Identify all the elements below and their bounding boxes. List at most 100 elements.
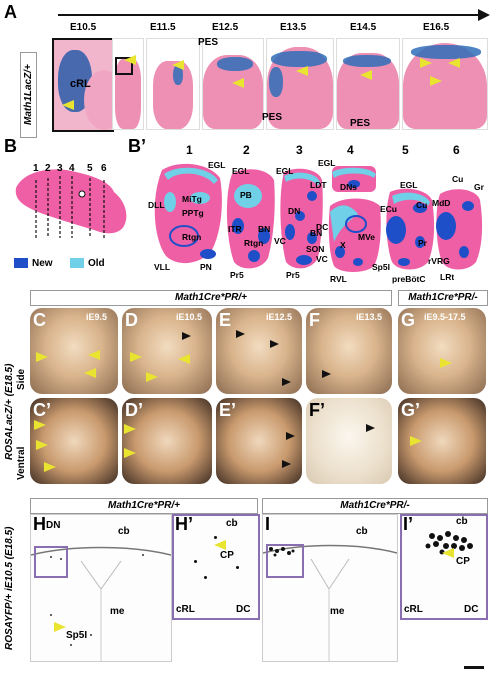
- genotype-header: Math1Cre*PR/+: [30, 498, 258, 514]
- yellow-arrow: [54, 622, 66, 632]
- view-ventral-label: Ventral: [16, 446, 27, 480]
- cp-label: CP: [456, 556, 470, 567]
- crl-label: cRL: [70, 78, 91, 90]
- black-arrow: [282, 460, 291, 468]
- nucleus-label: DNs: [340, 182, 358, 192]
- age-label: E12.5: [212, 22, 239, 33]
- nucleus-label: SON: [306, 244, 325, 254]
- panel-label-a: A: [4, 2, 17, 22]
- panel-label-e-prime: E’: [219, 400, 237, 420]
- yellow-arrow: [36, 440, 48, 450]
- nucleus-label: Pr5: [286, 270, 300, 280]
- dc-label: DC: [236, 604, 251, 615]
- section-5-schematic: [384, 186, 436, 277]
- yellow-arrow: [36, 352, 48, 362]
- black-arrow: [236, 330, 245, 338]
- black-arrow: [286, 432, 295, 440]
- histology-e13-5: [266, 38, 334, 130]
- age-label: iE13.5: [356, 312, 383, 322]
- section-2-schematic: [224, 166, 276, 279]
- nucleus-label: Pr5: [230, 270, 244, 280]
- pes-label: PES: [198, 37, 219, 48]
- nucleus-label: MiTg: [182, 194, 202, 204]
- nucleus-label: Sp5I: [372, 262, 390, 272]
- nucleus-label: ECu: [380, 204, 397, 214]
- section-number: 5: [87, 163, 93, 174]
- yellow-arrow: [214, 540, 226, 550]
- yellow-arrow: [232, 78, 244, 88]
- wholemount-c: [30, 308, 118, 394]
- yellow-arrow: [84, 368, 96, 378]
- sp5i-label: Sp5I: [66, 630, 88, 641]
- section-number: 1: [186, 143, 193, 157]
- age-label: E13.5: [280, 22, 307, 33]
- crl-label: cRL: [404, 604, 423, 615]
- yellow-arrow: [442, 548, 454, 558]
- section-h-prime: [172, 514, 260, 620]
- panel-label-i-prime: I’: [403, 514, 414, 534]
- yellow-arrow: [430, 76, 442, 86]
- black-arrow: [182, 332, 191, 340]
- histology-e10-5: [112, 38, 144, 130]
- yellow-arrow: [410, 436, 422, 446]
- nucleus-label: Gr: [474, 182, 484, 192]
- nucleus-label: DC: [316, 222, 329, 232]
- dn-label: DN: [46, 520, 61, 531]
- histology-e12-5: [202, 38, 264, 130]
- age-label: iE9.5-17.5: [424, 312, 466, 322]
- nucleus-label: Cu: [416, 200, 428, 210]
- black-arrow: [270, 340, 279, 348]
- nucleus-label: MdD: [432, 198, 451, 208]
- inset-box-h: [34, 546, 68, 578]
- panel-label-f-prime: F’: [309, 400, 325, 420]
- legend-new-swatch: [14, 258, 28, 268]
- me-label: me: [110, 606, 125, 617]
- panel-label-b-prime: B’: [128, 136, 146, 156]
- row-h-reporter-label: ROSAYFP/+ iE10.5 (E18.5): [4, 526, 15, 650]
- nucleus-label: X: [340, 240, 346, 250]
- age-label: E16.5: [423, 22, 450, 33]
- section-number: 1: [33, 163, 39, 174]
- panel-label-e: E: [219, 310, 232, 330]
- brainstem-schematic: [14, 160, 132, 238]
- legend-new-label: New: [32, 258, 53, 269]
- nucleus-label: VLL: [154, 262, 171, 272]
- wholemount-f: [306, 308, 392, 394]
- nucleus-label: ITR: [228, 224, 242, 234]
- age-label: iE12.5: [266, 312, 293, 322]
- cb-label: cb: [118, 526, 130, 537]
- yellow-arrow: [124, 55, 136, 65]
- yellow-arrow: [130, 352, 142, 362]
- wholemount-f-prime: [306, 398, 392, 484]
- pes-label: PES: [262, 112, 283, 123]
- nucleus-label: VC: [316, 254, 328, 264]
- panel-label-h-prime: H’: [175, 514, 193, 534]
- section-number: 3: [57, 163, 63, 174]
- yellow-arrow: [34, 420, 46, 430]
- section-3-schematic: [278, 166, 324, 279]
- nucleus-label: PPTg: [182, 208, 204, 218]
- nucleus-label: PN: [200, 262, 212, 272]
- section-4-schematic: [328, 162, 382, 279]
- panel-label-d-prime: D’: [125, 400, 143, 420]
- yellow-arrow: [420, 58, 432, 68]
- nucleus-label: DN: [288, 206, 301, 216]
- view-side-label: Side: [16, 368, 27, 390]
- yellow-arrow: [124, 424, 136, 434]
- legend-old-swatch: [70, 258, 84, 268]
- section-number: 5: [402, 143, 409, 157]
- black-arrow: [366, 424, 375, 432]
- genotype-header: Math1Cre*PR/+: [30, 290, 392, 306]
- nucleus-label: VC: [274, 236, 286, 246]
- nucleus-label: Pr: [418, 238, 427, 248]
- yellow-arrow: [88, 350, 100, 360]
- dc-label: DC: [464, 604, 479, 615]
- scale-bar: [464, 666, 484, 669]
- nucleus-label: EGL: [318, 158, 336, 168]
- yellow-arrow: [296, 66, 308, 76]
- panel-label-b: B: [4, 136, 17, 156]
- age-label: E10.5: [70, 22, 97, 33]
- panel-label-c: C: [33, 310, 46, 330]
- nucleus-label: LDT: [310, 180, 327, 190]
- panel-label-i: I: [265, 514, 271, 534]
